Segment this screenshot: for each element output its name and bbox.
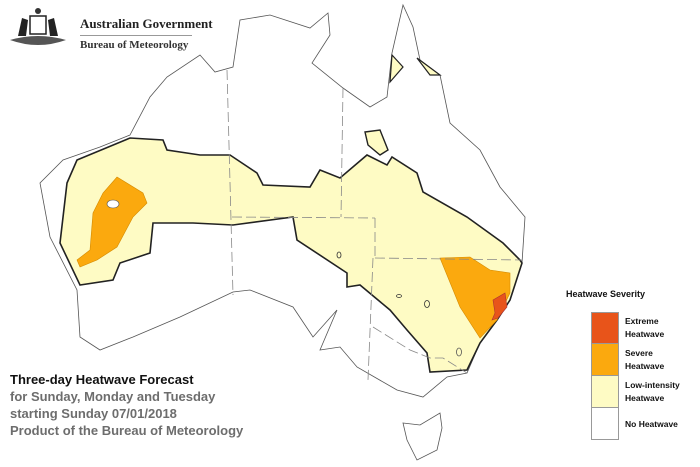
legend-label: Low-intensity <box>625 380 680 390</box>
extreme-area-nsw <box>491 292 508 321</box>
divider <box>80 35 192 36</box>
tasmania-coastline <box>402 412 443 461</box>
low-intensity-area <box>416 57 442 76</box>
legend-swatch <box>591 344 619 376</box>
lake <box>456 347 462 357</box>
lake <box>424 300 430 308</box>
legend-label: Heatwave <box>625 329 665 339</box>
legend-label: Extreme <box>625 316 659 326</box>
forecast-start: starting Sunday 07/01/2018 <box>10 406 177 421</box>
legend-title: Heatwave Severity <box>566 289 646 299</box>
forecast-title: Three-day Heatwave Forecast <box>10 372 194 387</box>
forecast-info: Three-day Heatwave Forecast for Sunday, … <box>10 371 243 439</box>
lake <box>396 294 402 298</box>
severe-area-wa <box>76 176 148 268</box>
coat-of-arms-icon <box>10 8 66 45</box>
legend-swatch <box>591 408 619 440</box>
low-intensity-area <box>364 129 389 156</box>
legend-label: Heatwave <box>625 361 665 371</box>
low-intensity-area <box>389 53 404 84</box>
legend-label: Severe <box>625 348 653 358</box>
legend-swatch <box>591 376 619 408</box>
legend-label: No Heatwave <box>625 419 678 429</box>
severe-area-nsw <box>439 256 511 339</box>
lake <box>336 251 342 259</box>
bom-logo: Australian Government Bureau of Meteorol… <box>8 6 213 51</box>
legend-swatch <box>591 312 619 344</box>
forecast-days: for Sunday, Monday and Tuesday <box>10 389 216 404</box>
legend-label: Heatwave <box>625 393 665 403</box>
agency-name: Bureau of Meteorology <box>80 39 189 51</box>
state-borders <box>226 69 523 381</box>
forecast-product: Product of the Bureau of Meteorology <box>10 423 244 438</box>
no-heatwave-hole <box>106 199 120 209</box>
government-name: Australian Government <box>80 16 213 31</box>
legend: Heatwave Severity Extreme Heatwave Severe… <box>566 288 680 440</box>
